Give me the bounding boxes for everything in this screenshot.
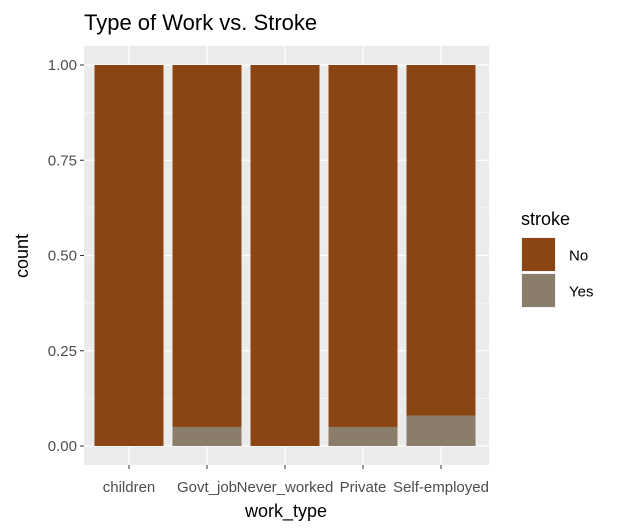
x-tick-label: Never_worked	[237, 479, 334, 496]
x-tick-label: Private	[340, 479, 387, 496]
bar-Private-No	[328, 65, 398, 427]
legend-key-No	[522, 238, 555, 271]
bar-Self-employed-No	[406, 65, 476, 416]
chart-title: Type of Work vs. Stroke	[84, 10, 317, 35]
bar-Private-Yes	[328, 426, 398, 446]
bar-Govt_job-Yes	[172, 426, 242, 446]
bar-Self-employed-Yes	[406, 415, 476, 446]
x-tick-label: Govt_job	[177, 479, 237, 496]
bar-Govt_job-No	[172, 65, 242, 427]
y-tick-label: 0.50	[48, 248, 77, 265]
y-tick-label: 1.00	[48, 57, 77, 74]
bar-children-No	[94, 65, 164, 446]
legend: stroke No Yes	[521, 209, 593, 308]
legend-title: stroke	[521, 209, 570, 229]
y-axis: 0.00 0.25 0.50 0.75 1.00	[48, 57, 84, 455]
y-axis-title: count	[12, 234, 32, 278]
legend-items: No Yes	[521, 237, 593, 308]
y-tick-label: 0.00	[48, 438, 77, 455]
x-axis: children Govt_job Never_worked Private Self-…	[103, 465, 489, 496]
bar-Never_worked-No	[250, 65, 320, 446]
bars	[94, 65, 476, 446]
legend-label-No: No	[569, 248, 588, 265]
legend-key-Yes	[522, 274, 555, 307]
y-tick-label: 0.75	[48, 152, 77, 169]
y-tick-label: 0.25	[48, 343, 77, 360]
x-tick-label: Self-employed	[393, 479, 489, 496]
x-tick-label: children	[103, 479, 156, 496]
legend-label-Yes: Yes	[569, 284, 593, 301]
x-axis-title: work_type	[244, 501, 327, 522]
